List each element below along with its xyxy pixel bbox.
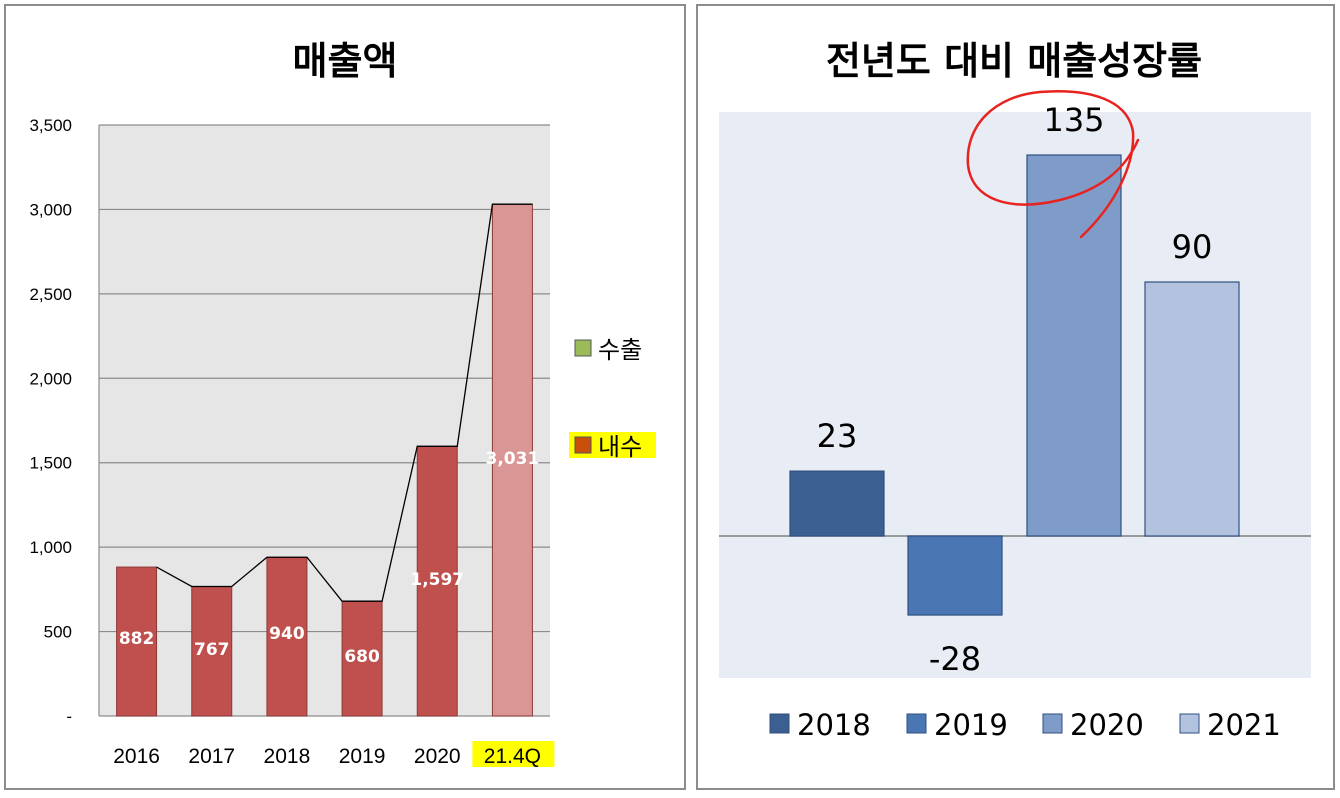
handdrawn-annotation-circle <box>966 90 1140 239</box>
legend-label-export: 수출 <box>598 336 642 364</box>
revenue-bar <box>491 203 533 717</box>
revenue-bar <box>341 600 383 717</box>
growth-chart-title: 전년도 대비 매출성장률 <box>826 39 1202 83</box>
y-tick-label: 1,500 <box>29 454 72 473</box>
x-tick-label: 2017 <box>188 745 235 768</box>
y-tick-label: 500 <box>44 623 72 642</box>
legend-label-domestic: 내수 <box>598 433 642 461</box>
legend-label: 2019 <box>934 708 1008 742</box>
revenue-data-label: 1,597 <box>410 570 464 590</box>
y-tick-label: 1,000 <box>29 538 72 557</box>
y-tick-label: 3,500 <box>29 116 72 135</box>
revenue-x-axis: 2016 2017 2018 2019 2020 21.4Q <box>113 741 555 768</box>
legend-swatch-domestic <box>574 436 592 454</box>
x-tick-label: 2019 <box>339 745 386 768</box>
legend-label: 2020 <box>1070 708 1144 742</box>
legend-swatch <box>1179 713 1200 734</box>
revenue-y-axis: - 500 1,000 1,500 2,000 2,500 3,000 3,500 <box>29 116 72 726</box>
revenue-data-label: 882 <box>119 629 155 649</box>
revenue-plot-area <box>99 125 550 716</box>
revenue-chart-title: 매출액 <box>293 39 398 83</box>
legend-swatch-export <box>574 339 592 357</box>
legend-swatch <box>769 713 790 734</box>
x-tick-label: 2016 <box>113 745 160 768</box>
x-tick-label: 2020 <box>414 745 461 768</box>
legend-label: 2018 <box>797 708 871 742</box>
revenue-data-label: 940 <box>269 624 305 644</box>
revenue-bars: 882 767 940 680 1,597 3,031 <box>116 203 540 717</box>
growth-bar <box>789 470 885 537</box>
legend-swatch <box>1042 713 1063 734</box>
y-tick-label: 2,000 <box>29 369 72 388</box>
growth-data-label: 23 <box>817 417 858 455</box>
revenue-bar <box>416 445 458 717</box>
revenue-data-label: 680 <box>344 647 380 667</box>
legend-label: 2021 <box>1207 708 1281 742</box>
y-tick-label: 3,000 <box>29 200 72 219</box>
growth-bar <box>907 535 1003 616</box>
revenue-bar <box>116 566 158 717</box>
revenue-gridlines <box>98 124 550 717</box>
x-tick-label: 2018 <box>264 745 311 768</box>
y-tick-label: - <box>66 707 72 726</box>
growth-data-label: 135 <box>1043 101 1104 139</box>
y-tick-label: 2,500 <box>29 285 72 304</box>
revenue-chart-panel: 매출액 - 500 1,000 1,500 2,000 2,500 3,000 3,500 8… <box>4 4 686 790</box>
growth-bar <box>1026 154 1122 537</box>
legend-swatch <box>906 713 927 734</box>
growth-bars: 23 -28 135 90 <box>719 101 1311 678</box>
x-tick-label: 21.4Q <box>484 745 541 768</box>
growth-chart-panel: 전년도 대비 매출성장률 23 -28 135 90 2018 2019 2020 2021 <box>696 4 1335 790</box>
growth-data-label: -28 <box>929 640 981 678</box>
growth-legend: 2018 2019 2020 2021 <box>769 708 1281 742</box>
x-tick-highlight <box>472 741 555 767</box>
revenue-data-label: 3,031 <box>486 449 540 469</box>
revenue-data-label: 767 <box>194 640 230 660</box>
growth-data-label: 90 <box>1172 228 1213 266</box>
revenue-legend: 수출 내수 <box>569 336 656 461</box>
growth-bar <box>1144 281 1240 537</box>
revenue-trend-line <box>156 203 533 602</box>
